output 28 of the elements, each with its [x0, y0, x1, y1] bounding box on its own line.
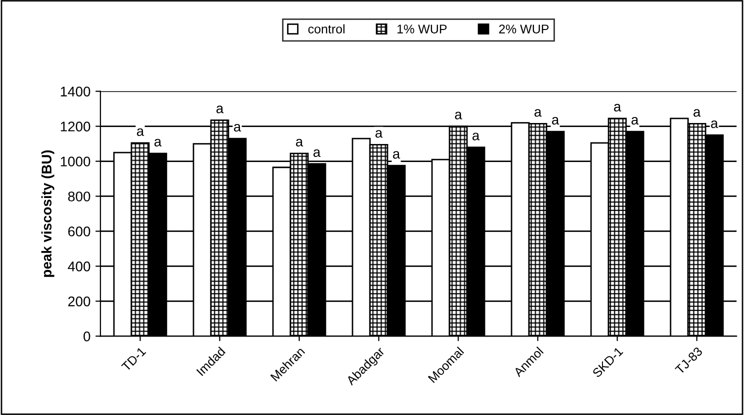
y-axis-title: peak viscosity (BU) — [41, 150, 54, 277]
y-tick-label: 0 — [84, 331, 90, 342]
annotation: a — [534, 109, 542, 117]
annotation: a — [614, 104, 622, 112]
annotation: a — [711, 120, 718, 128]
y-tick-label: 1000 — [60, 156, 90, 166]
legend-label: 2% WUP — [499, 24, 549, 34]
y-tick-label: 1400 — [60, 86, 90, 96]
annotation: a — [154, 138, 162, 146]
annotation: a — [552, 117, 560, 125]
annotation: a — [632, 117, 639, 125]
annotation: a — [375, 130, 383, 138]
annotation: a — [472, 132, 480, 140]
annotation: a — [234, 124, 242, 132]
annotation: a — [694, 109, 701, 117]
y-tick-label: 600 — [68, 226, 90, 236]
annotation: a — [313, 149, 321, 157]
y-tick-label: 200 — [68, 296, 90, 306]
annotation: a — [296, 138, 304, 146]
annotation: a — [136, 128, 144, 136]
y-tick-label: 400 — [68, 262, 90, 272]
annotation: a — [392, 151, 400, 159]
annotation: a — [216, 106, 224, 114]
legend-label: control — [308, 24, 344, 34]
y-tick-label: 800 — [68, 192, 90, 202]
annotation: a — [454, 112, 462, 120]
y-tick-label: 1200 — [60, 122, 90, 132]
legend-label: 1% WUP — [398, 24, 447, 34]
